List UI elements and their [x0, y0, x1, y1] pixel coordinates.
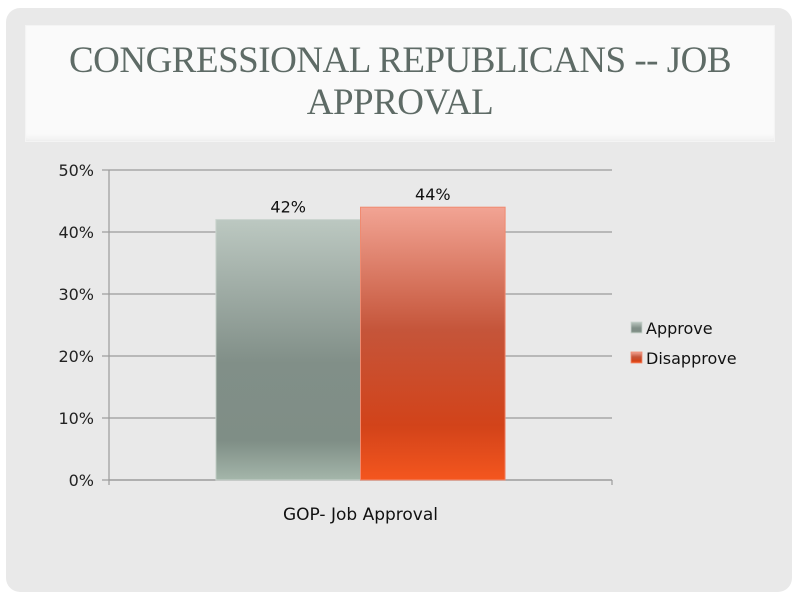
legend-swatch-approve [630, 321, 643, 334]
legend-label-approve: Approve [646, 319, 713, 338]
y-tick-label: 20% [58, 347, 94, 366]
title-box: CONGRESSIONAL REPUBLICANS -- JOB APPROVA… [25, 25, 775, 142]
y-tick-labels: 0% 10% 20% 30% 40% 50% [58, 161, 94, 490]
data-label-approve: 42% [270, 198, 306, 217]
data-labels: 42% 44% [270, 185, 450, 216]
bar-disapprove [360, 206, 506, 481]
category-labels: GOP- Job Approval [283, 505, 438, 525]
y-tick-label: 10% [58, 409, 94, 428]
legend: Approve Disapprove [630, 319, 737, 368]
legend-label-disapprove: Disapprove [646, 349, 737, 368]
legend-swatch-disapprove [630, 351, 643, 364]
data-label-disapprove: 44% [415, 185, 451, 204]
y-tick-label: 40% [58, 223, 94, 242]
y-tick-label: 0% [69, 471, 94, 490]
x-category-label: GOP- Job Approval [283, 505, 438, 525]
y-tick-label: 50% [58, 161, 94, 180]
bars [215, 206, 506, 481]
bar-approve [215, 219, 361, 481]
y-tick-label: 30% [58, 285, 94, 304]
slide-title: CONGRESSIONAL REPUBLICANS -- JOB APPROVA… [68, 40, 732, 123]
